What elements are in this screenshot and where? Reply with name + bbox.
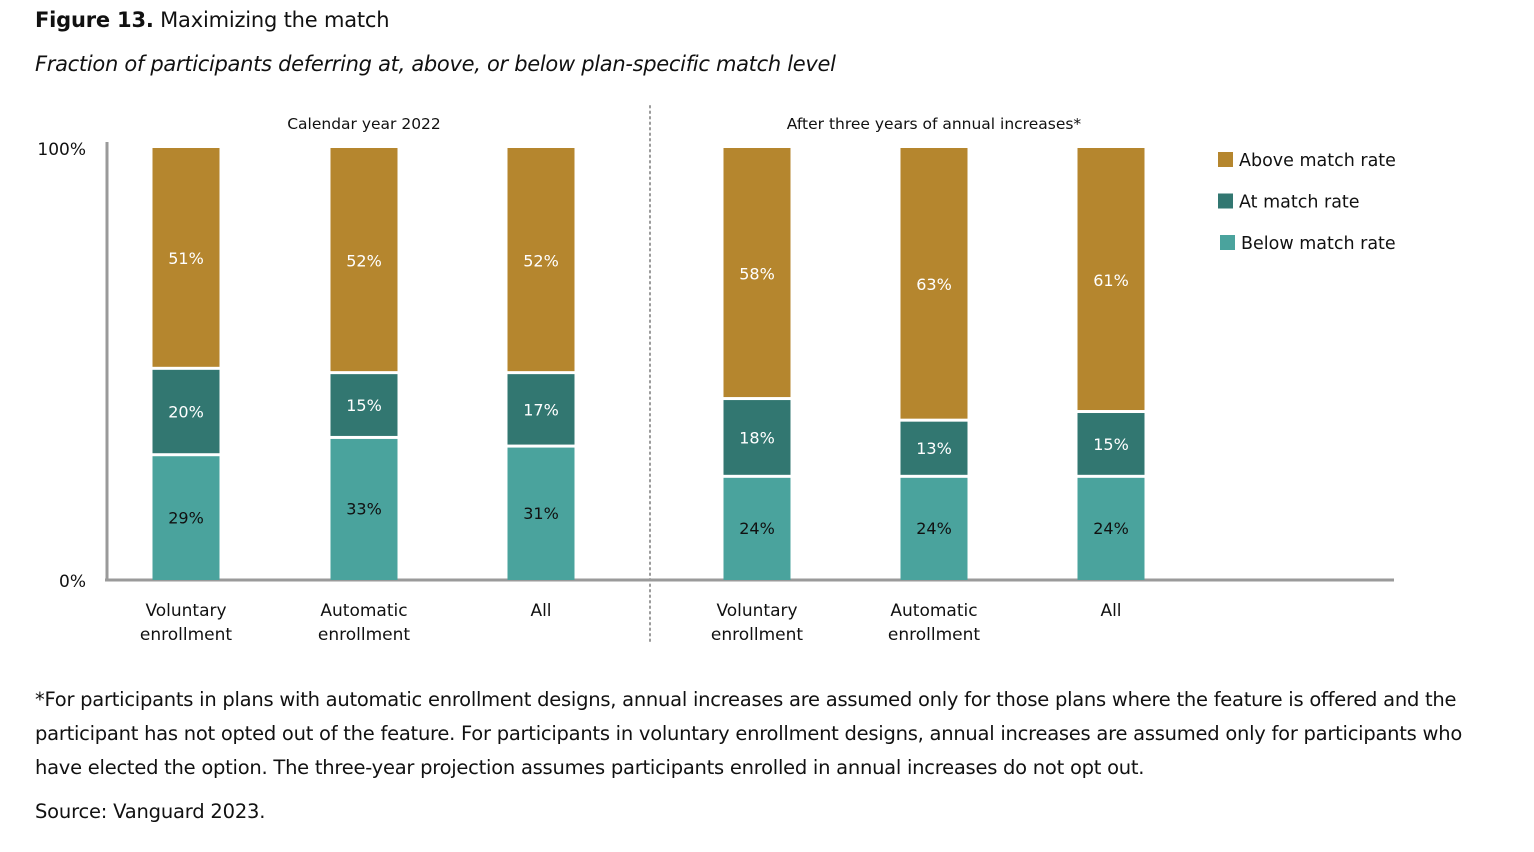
data-label: 15% bbox=[346, 396, 382, 415]
bar-segment bbox=[1077, 413, 1145, 475]
figure-subtitle: Fraction of participants deferring at, a… bbox=[35, 52, 836, 76]
data-label: 61% bbox=[1093, 271, 1129, 290]
bar-segment bbox=[152, 369, 220, 454]
bars bbox=[152, 148, 1145, 580]
data-label: 18% bbox=[739, 428, 775, 447]
legend-swatch bbox=[1218, 193, 1233, 209]
bar-segment bbox=[723, 148, 791, 398]
panel-title: After three years of annual increases* bbox=[787, 115, 1082, 133]
bar-segment bbox=[330, 148, 398, 372]
figure-title: Figure 13. Maximizing the match bbox=[35, 8, 390, 32]
data-label: 24% bbox=[1093, 519, 1129, 538]
x-tick-label: Automatic bbox=[890, 601, 977, 621]
axes: 100% 0% bbox=[37, 105, 1394, 646]
bar-segment bbox=[900, 148, 968, 419]
data-label: 15% bbox=[1093, 435, 1129, 454]
x-tick-label: enrollment bbox=[711, 625, 803, 645]
data-label: 33% bbox=[346, 500, 382, 519]
data-label: 31% bbox=[523, 504, 559, 523]
source-note: Source: Vanguard 2023. bbox=[35, 800, 266, 823]
bar-segment bbox=[1077, 477, 1145, 580]
legend-label: Below match rate bbox=[1241, 234, 1396, 254]
y-tick-label: 100% bbox=[37, 140, 86, 160]
x-tick-label: Automatic bbox=[320, 601, 407, 621]
bar-segment bbox=[900, 477, 968, 580]
bar-segment bbox=[723, 400, 791, 475]
bar-segment bbox=[507, 374, 575, 445]
data-label: 20% bbox=[168, 403, 204, 422]
x-tick-label: Voluntary bbox=[716, 601, 797, 621]
stacked-bar-chart: 100% 0% Calendar year 2022 29% 20% 51% Volunt… bbox=[37, 105, 1396, 646]
data-label: 51% bbox=[168, 249, 204, 268]
legend: Above match rate At match rate Below match… bbox=[1218, 151, 1396, 254]
legend-swatch bbox=[1218, 152, 1233, 167]
bar-segment bbox=[330, 438, 398, 580]
bar-segment bbox=[900, 421, 968, 475]
y-tick-label: 0% bbox=[59, 572, 86, 592]
data-label: 52% bbox=[523, 251, 559, 270]
bar-segment bbox=[1077, 148, 1145, 411]
x-tick-label: enrollment bbox=[140, 625, 232, 645]
x-tick-label: All bbox=[530, 601, 551, 621]
bar-segment bbox=[152, 148, 220, 367]
x-tick-label: enrollment bbox=[888, 625, 980, 645]
bar-segment bbox=[152, 456, 220, 580]
figure-label: Figure 13. bbox=[35, 8, 154, 32]
bar-segment bbox=[723, 477, 791, 580]
legend-label: At match rate bbox=[1239, 193, 1360, 213]
bar-segment bbox=[330, 374, 398, 436]
data-label: 13% bbox=[916, 439, 952, 458]
data-label: 63% bbox=[916, 275, 952, 294]
footnote: *For participants in plans with automati… bbox=[35, 688, 1463, 779]
legend-label: Above match rate bbox=[1239, 151, 1396, 171]
bar-segment bbox=[507, 447, 575, 580]
figure-title-text: Maximizing the match bbox=[160, 8, 390, 32]
data-label: 24% bbox=[739, 519, 775, 538]
data-label: 58% bbox=[739, 264, 775, 283]
legend-swatch bbox=[1220, 235, 1235, 250]
bar-segment bbox=[507, 148, 575, 372]
x-tick-label: All bbox=[1100, 601, 1121, 621]
panel-title: Calendar year 2022 bbox=[287, 115, 441, 133]
labels: Calendar year 2022 29% 20% 51% Voluntary enro… bbox=[140, 115, 1129, 645]
data-label: 17% bbox=[523, 400, 559, 419]
data-label: 29% bbox=[168, 508, 204, 527]
x-tick-label: enrollment bbox=[318, 625, 410, 645]
x-tick-label: Voluntary bbox=[145, 601, 226, 621]
data-label: 24% bbox=[916, 519, 952, 538]
data-label: 52% bbox=[346, 251, 382, 270]
